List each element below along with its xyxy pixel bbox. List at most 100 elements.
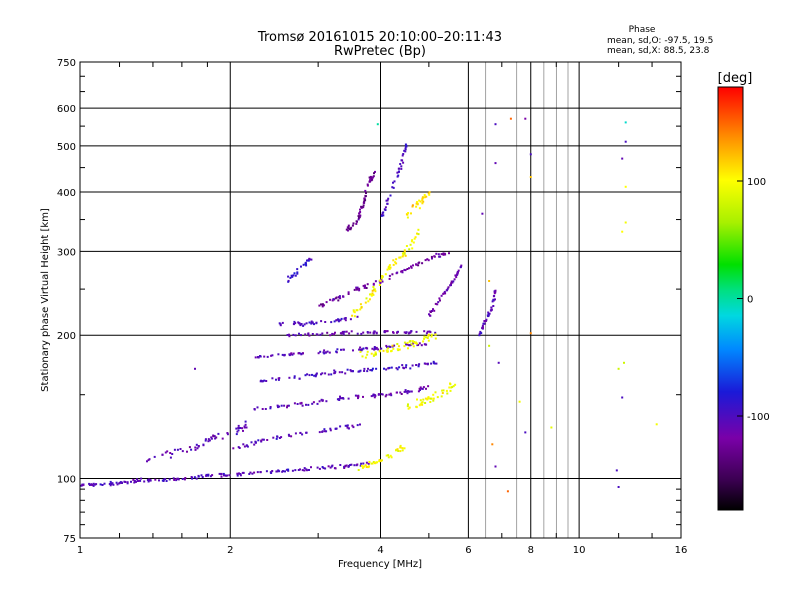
data-point	[340, 317, 343, 320]
data-point	[308, 257, 311, 260]
data-point	[283, 404, 286, 407]
x-tick-label: 6	[465, 545, 471, 556]
data-point	[322, 467, 325, 470]
data-point	[378, 284, 381, 286]
data-point	[329, 298, 332, 301]
data-point	[624, 140, 627, 143]
data-point	[412, 264, 414, 267]
data-point	[307, 403, 310, 406]
data-point	[343, 467, 346, 469]
data-point	[329, 427, 332, 430]
data-point	[413, 237, 416, 240]
data-point	[237, 429, 240, 432]
data-point	[289, 353, 292, 356]
data-point	[385, 349, 388, 352]
data-point	[221, 437, 224, 440]
data-point	[242, 429, 244, 432]
data-point	[396, 368, 399, 371]
data-point	[350, 226, 353, 229]
data-point	[342, 295, 345, 298]
data-point	[290, 435, 293, 438]
data-point	[363, 465, 366, 468]
data-point	[418, 387, 421, 390]
data-point	[434, 333, 437, 336]
data-point	[201, 476, 204, 478]
grid-lines	[80, 62, 681, 538]
data-point	[381, 280, 384, 283]
data-point	[288, 335, 291, 338]
data-point	[226, 474, 229, 477]
data-point	[313, 323, 315, 326]
data-point	[483, 322, 486, 325]
data-point	[272, 436, 275, 439]
data-point	[506, 490, 509, 493]
data-point	[287, 275, 290, 278]
data-point	[407, 347, 409, 350]
data-point	[244, 423, 247, 426]
data-point	[425, 336, 427, 339]
data-point	[372, 293, 375, 296]
data-point	[353, 464, 356, 467]
data-point	[317, 352, 320, 355]
data-point	[529, 332, 532, 335]
data-point	[345, 330, 348, 333]
data-point	[363, 286, 366, 289]
data-point	[359, 208, 361, 211]
data-point	[388, 264, 391, 267]
data-point	[386, 268, 389, 271]
data-point	[371, 176, 374, 179]
data-point	[359, 308, 362, 311]
data-point	[257, 439, 260, 442]
data-point	[415, 202, 418, 205]
data-point	[434, 337, 437, 340]
data-point	[359, 214, 362, 217]
data-point	[403, 447, 406, 450]
data-point	[429, 314, 431, 317]
data-point	[362, 331, 365, 334]
data-point	[407, 390, 409, 393]
data-point	[385, 344, 388, 347]
data-point	[388, 345, 391, 348]
data-point	[419, 386, 422, 389]
data-point	[260, 439, 263, 442]
data-point	[370, 293, 373, 296]
data-point	[207, 474, 210, 477]
data-point	[404, 269, 407, 272]
data-point	[418, 363, 421, 366]
data-point	[399, 444, 402, 447]
data-point	[382, 349, 385, 352]
data-point	[417, 233, 420, 236]
data-point	[276, 435, 279, 438]
data-point	[395, 367, 398, 370]
data-point	[324, 321, 327, 323]
data-point	[347, 224, 350, 227]
data-point	[421, 196, 424, 199]
data-point	[316, 402, 319, 405]
data-point	[348, 228, 351, 231]
data-point	[172, 477, 175, 480]
data-point	[369, 369, 372, 372]
data-point	[411, 247, 414, 250]
data-point	[165, 480, 168, 482]
data-point	[261, 438, 264, 441]
data-point	[351, 224, 354, 227]
data-point	[378, 460, 381, 463]
data-point	[318, 304, 321, 307]
data-point	[339, 319, 342, 322]
data-point	[294, 274, 297, 277]
data-point	[188, 446, 191, 449]
data-point	[431, 257, 433, 260]
data-point	[327, 465, 330, 468]
data-point	[169, 456, 172, 459]
data-point	[271, 470, 274, 472]
data-point	[369, 293, 371, 296]
data-point	[442, 292, 445, 295]
data-point	[402, 153, 405, 155]
data-point	[356, 286, 359, 289]
data-point	[352, 309, 355, 312]
data-point	[375, 353, 377, 356]
data-point	[342, 348, 345, 351]
data-point	[375, 367, 378, 370]
data-point	[334, 427, 337, 430]
data-point	[452, 385, 455, 388]
